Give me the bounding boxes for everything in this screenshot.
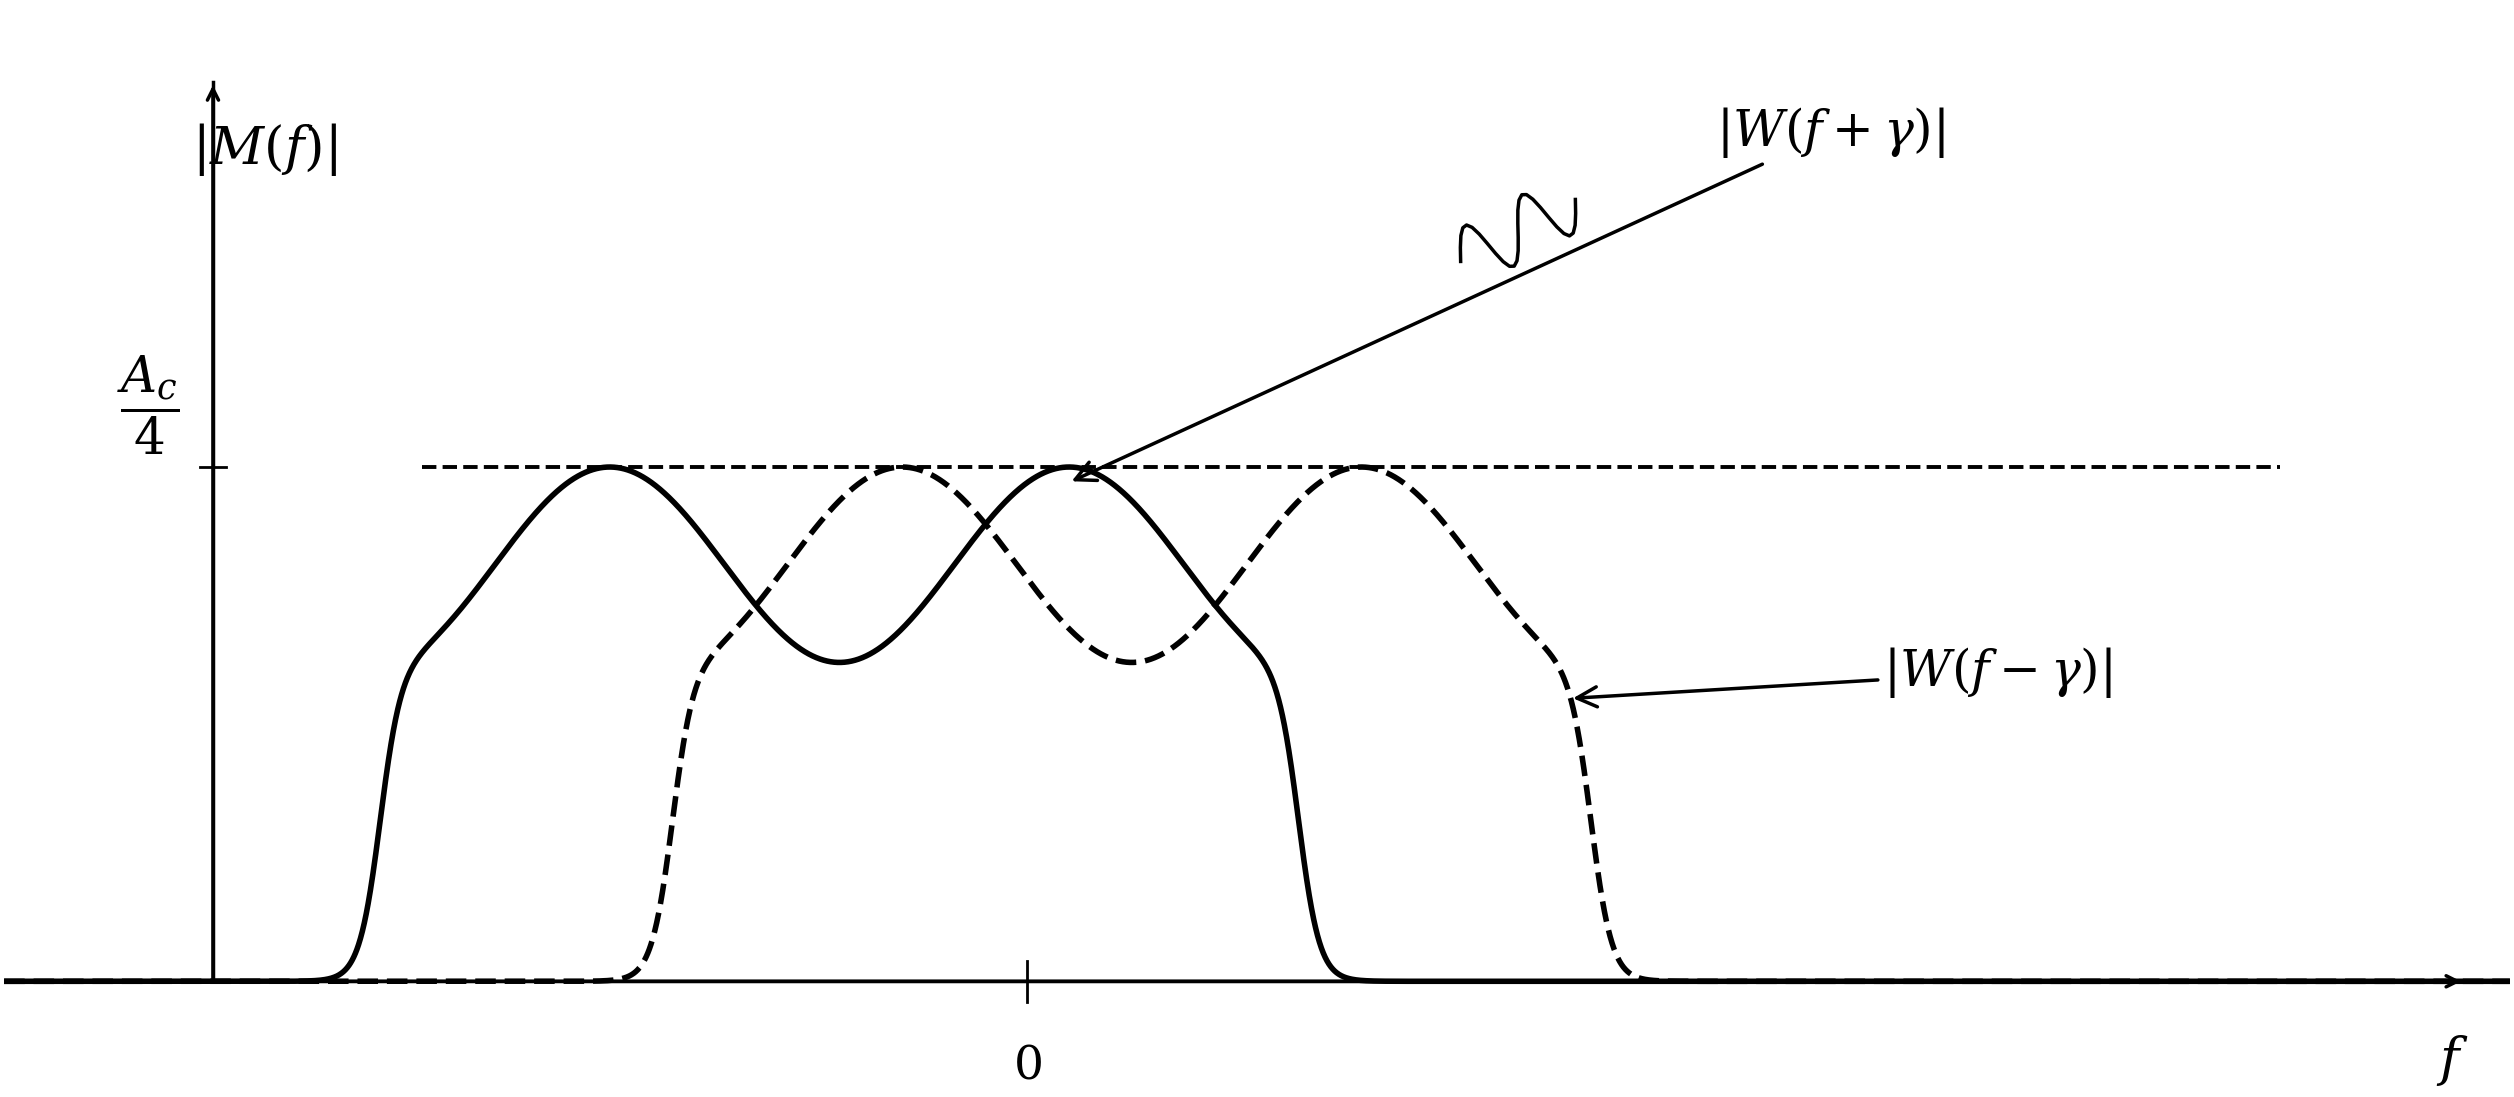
- Text: $f$: $f$: [2436, 1032, 2469, 1088]
- Text: $|W(f+\gamma)|$: $|W(f+\gamma)|$: [1076, 105, 1946, 480]
- Text: $|W(f-\gamma)|$: $|W(f-\gamma)|$: [1576, 645, 2112, 706]
- Text: $0$: $0$: [1013, 1043, 1041, 1088]
- Text: $\dfrac{A_c}{4}$: $\dfrac{A_c}{4}$: [116, 353, 178, 456]
- Text: $|M(f)|$: $|M(f)|$: [191, 122, 337, 179]
